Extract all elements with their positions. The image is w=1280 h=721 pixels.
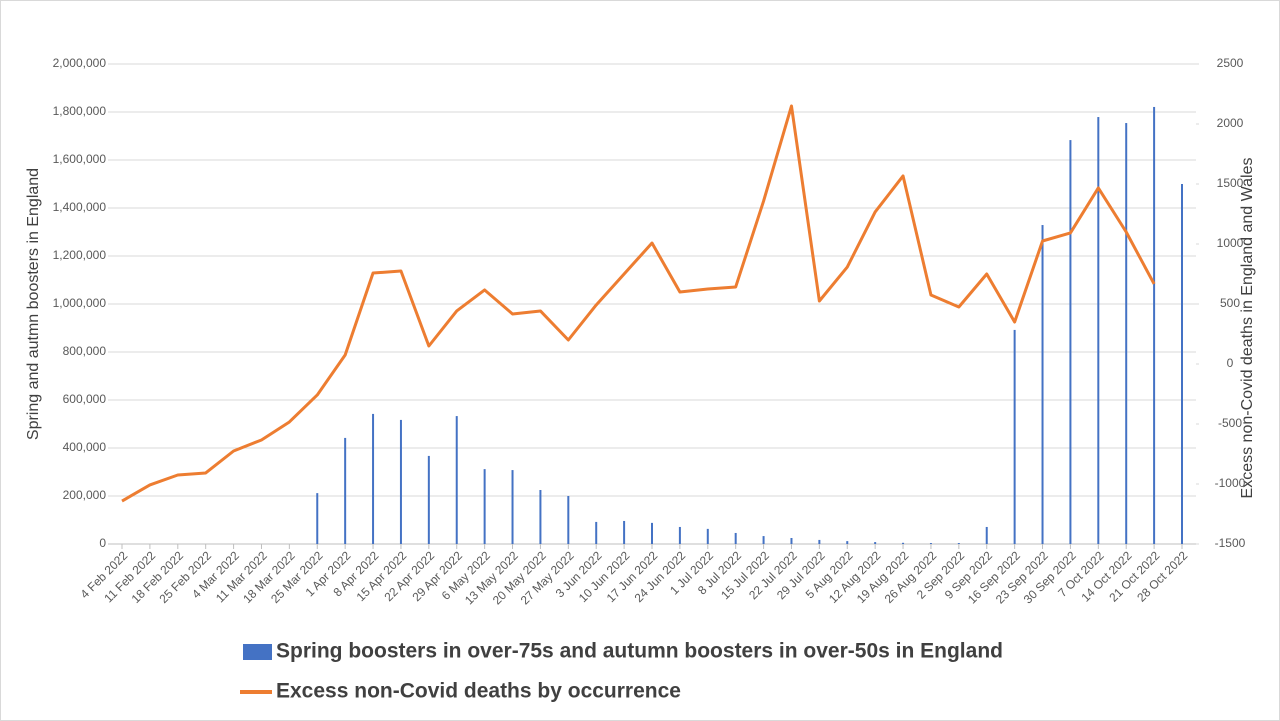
y2-tick-label: 1500 — [1217, 176, 1244, 190]
legend-label: Spring boosters in over-75s and autumn b… — [276, 640, 1003, 663]
y2-tick-label: -1000 — [1215, 476, 1246, 490]
y-tick-label: 1,400,000 — [53, 200, 107, 214]
y-tick-label: 1,000,000 — [53, 296, 107, 310]
y2-axis-label: Excess non-Covid deaths in England and W… — [1239, 158, 1256, 499]
bar — [372, 413, 375, 544]
bar — [1153, 106, 1156, 545]
y-tick-label: 400,000 — [63, 440, 107, 454]
legend-label: Excess non-Covid deaths by occurrence — [276, 680, 681, 703]
bar — [539, 490, 542, 544]
bar — [344, 437, 347, 544]
bar — [902, 542, 905, 544]
bar — [595, 521, 598, 544]
bar — [483, 469, 486, 544]
y2-tick-label: 2000 — [1217, 116, 1244, 130]
y-tick-label: 2,000,000 — [53, 56, 107, 70]
y-tick-label: 600,000 — [63, 392, 107, 406]
bar — [929, 543, 932, 544]
bar — [399, 419, 402, 544]
bar — [511, 470, 514, 544]
bar — [1181, 184, 1183, 544]
y2-tick-label: -1500 — [1215, 536, 1246, 550]
bar — [567, 496, 570, 544]
bar — [762, 536, 765, 544]
y-tick-label: 0 — [99, 536, 106, 550]
bar — [1041, 225, 1044, 545]
bar — [455, 416, 458, 544]
bar — [678, 526, 681, 544]
bar — [1125, 123, 1128, 544]
bar — [651, 522, 653, 544]
y2-tick-label: 1000 — [1217, 236, 1244, 250]
legend-swatch — [243, 644, 272, 660]
bar — [818, 539, 821, 544]
y-tick-label: 800,000 — [63, 344, 107, 358]
bar — [874, 542, 877, 544]
y2-tick-label: -500 — [1218, 416, 1242, 430]
bar — [1069, 140, 1072, 544]
bar — [846, 541, 849, 544]
y-axis-label: Spring and autmn boosters in England — [25, 168, 42, 440]
y-tick-label: 200,000 — [63, 488, 107, 502]
bar — [985, 526, 988, 544]
bar — [957, 543, 960, 544]
y2-tick-label: 2500 — [1217, 56, 1244, 70]
y2-tick-label: 500 — [1220, 296, 1240, 310]
y2-tick-label: 0 — [1227, 356, 1234, 370]
y-tick-label: 1,600,000 — [53, 152, 107, 166]
line — [121, 104, 1156, 503]
bar — [1013, 329, 1016, 544]
bar — [706, 528, 709, 544]
bar — [1097, 117, 1100, 544]
y-tick-label: 1,800,000 — [53, 104, 107, 118]
bar — [316, 493, 319, 544]
bar — [623, 520, 626, 544]
y-tick-label: 1,200,000 — [53, 248, 107, 262]
bar — [790, 538, 793, 544]
bar — [734, 532, 737, 544]
bar — [427, 455, 430, 544]
